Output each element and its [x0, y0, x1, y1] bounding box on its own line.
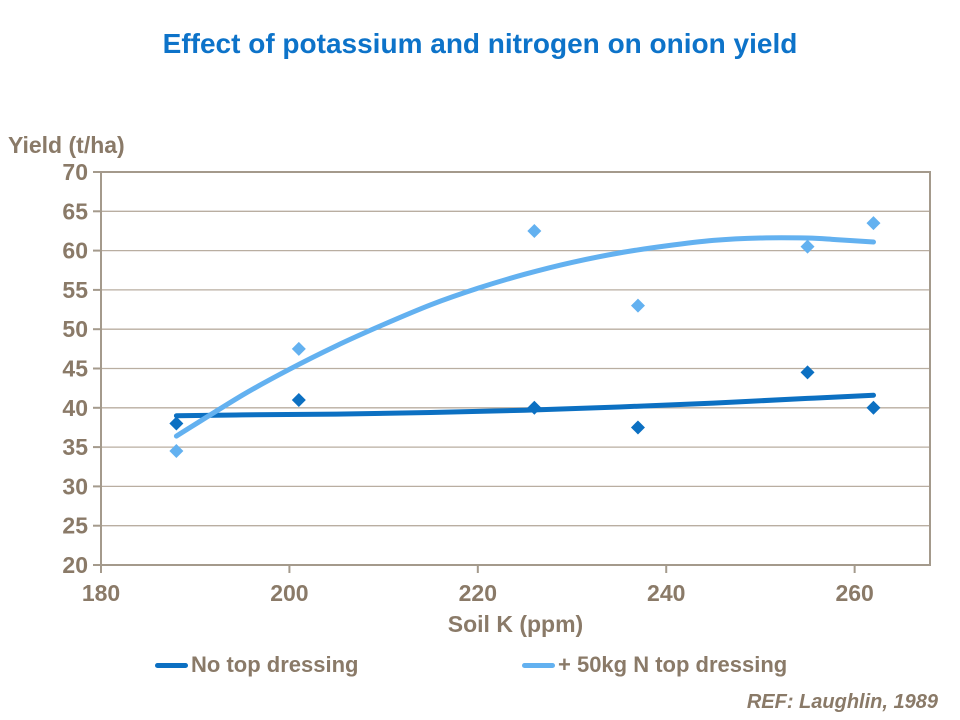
reference-note: REF: Laughlin, 1989 [746, 691, 938, 713]
legend-label-no-top-dressing: No top dressing [191, 652, 359, 677]
y-tick-label: 55 [62, 277, 88, 303]
data-point-marker-series-0 [630, 420, 645, 435]
x-tick-label: 260 [835, 580, 873, 606]
x-tick-label: 220 [459, 580, 497, 606]
data-point-marker-series-0 [527, 400, 542, 415]
x-tick-label: 200 [270, 580, 308, 606]
y-tick-label: 30 [62, 473, 88, 499]
y-tick-label: 65 [62, 198, 88, 224]
y-tick-label: 60 [62, 238, 88, 264]
legend-swatch-50kg-n-top-dressing [522, 662, 555, 668]
y-tick-label: 40 [62, 395, 88, 421]
chart-title: Effect of potassium and nitrogen on onio… [162, 28, 798, 59]
data-point-marker-series-0 [866, 400, 881, 415]
trend-line-series-1 [173, 235, 876, 439]
legend-item-no-top-dressing: No top dressing [155, 652, 358, 678]
legend-item-50kg-n-top-dressing: + 50kg N top dressing [522, 652, 787, 678]
legend-swatch-no-top-dressing [155, 662, 188, 668]
y-tick-label: 45 [62, 356, 88, 382]
data-point-marker-series-1 [527, 223, 542, 238]
data-point-marker-series-1 [169, 444, 184, 459]
data-point-marker-series-1 [291, 341, 306, 356]
data-point-marker-series-1 [800, 239, 815, 254]
x-tick-label: 240 [647, 580, 685, 606]
data-point-marker-series-1 [630, 298, 645, 313]
y-tick-label: 35 [62, 434, 88, 460]
y-axis-title: Yield (t/ha) [8, 132, 125, 158]
data-point-marker-series-0 [291, 392, 306, 407]
data-point-marker-series-1 [866, 216, 881, 231]
data-point-marker-series-0 [169, 416, 184, 431]
data-point-marker-series-0 [800, 365, 815, 380]
legend-label-50kg-n-top-dressing: + 50kg N top dressing [558, 652, 788, 677]
trend-line-series-0 [173, 392, 876, 419]
y-tick-label: 70 [62, 159, 88, 185]
x-axis-title: Soil K (ppm) [447, 611, 584, 637]
y-tick-label: 50 [62, 316, 88, 342]
y-tick-label: 25 [62, 513, 88, 539]
y-tick-label: 20 [62, 552, 88, 578]
x-tick-label: 180 [82, 580, 120, 606]
